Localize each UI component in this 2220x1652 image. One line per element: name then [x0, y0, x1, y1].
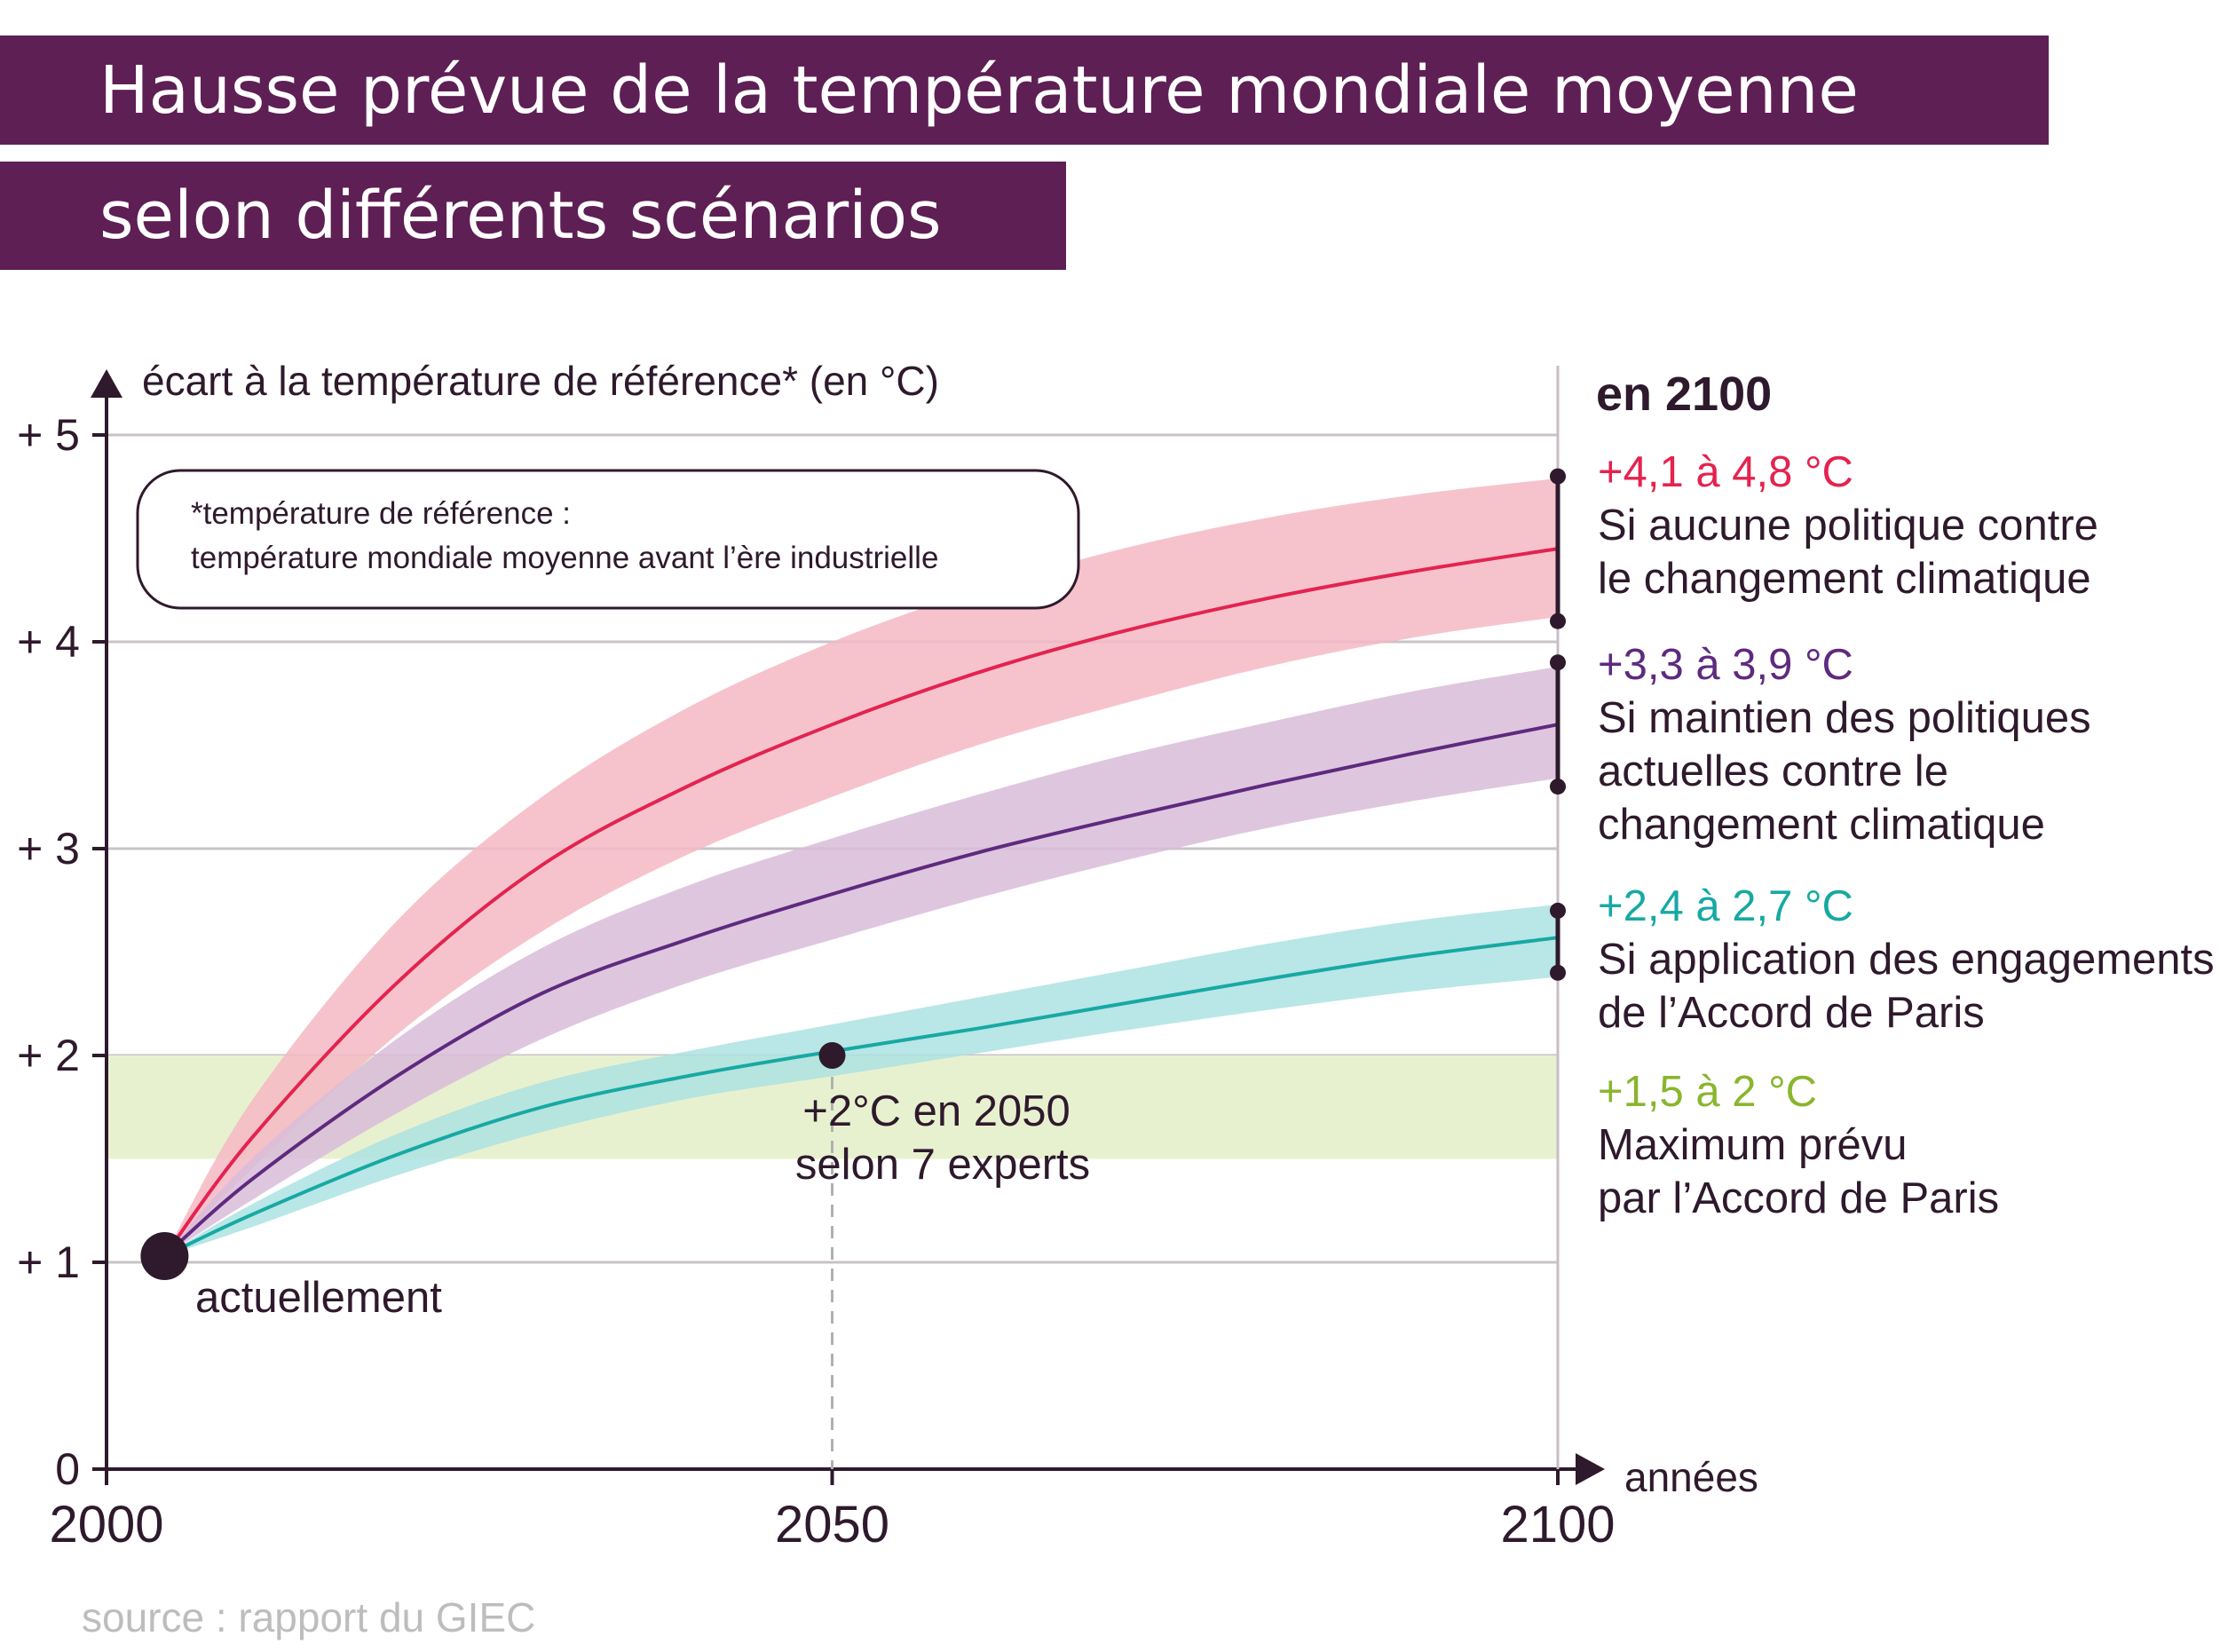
title-line1-text: Hausse prévue de la température mondiale…	[99, 51, 1859, 129]
marker-2050	[818, 1042, 846, 1069]
y-tick-label: + 2	[17, 1031, 80, 1080]
range-2100-bars	[1550, 468, 1566, 981]
y-axis-arrow-icon	[91, 369, 122, 398]
y-axis-label: écart à la température de référence* (en…	[142, 358, 939, 404]
mid-band	[164, 666, 1558, 1257]
source-note: source : rapport du GIEC	[82, 1594, 536, 1640]
mid-desc-line1: Si maintien des politiques	[1598, 694, 2091, 742]
y-tick-label: + 1	[17, 1237, 80, 1287]
mid-desc-line3: changement climatique	[1598, 801, 2045, 849]
mid-range-top-dot	[1550, 654, 1566, 671]
high-desc-line2: le changement climatique	[1598, 555, 2091, 603]
high-desc-line1: Si aucune politique contre	[1598, 502, 2098, 549]
uncertainty-bands	[164, 478, 1558, 1257]
low-range-top-dot	[1550, 902, 1566, 919]
mid-range-bottom-dot	[1550, 779, 1566, 795]
marker-2050-label-line2: selon 7 experts	[795, 1141, 1090, 1189]
mid-range-label: +3,3 à 3,9 °C	[1598, 641, 1853, 689]
reference-note-line1: *température de référence :	[191, 496, 571, 531]
x-axis-arrow-icon	[1576, 1453, 1605, 1485]
x-tick-label: 2000	[49, 1496, 163, 1553]
title-line2-text: selon différents scénarios	[99, 178, 942, 254]
chart-title-line2: selon différents scénarios	[0, 162, 1066, 270]
x-axis-label: années	[1624, 1454, 1758, 1500]
y-tick-label: + 5	[17, 410, 80, 460]
axis-ticks: 0 + 1 + 2 + 3 + 4 + 5 2000 2050 2100	[17, 410, 1615, 1553]
current-point-marker	[140, 1232, 189, 1281]
right-panel-heading: en 2100	[1596, 368, 1772, 421]
marker-2050-label-line1: +2°C en 2050	[802, 1087, 1070, 1135]
paris-desc-line1: Maximum prévu	[1598, 1121, 1908, 1169]
y-tick-label: + 4	[17, 617, 80, 667]
mid-series-line	[163, 723, 1559, 1258]
paris-range-label: +1,5 à 2 °C	[1598, 1068, 1817, 1116]
high-range-label: +4,1 à 4,8 °C	[1598, 448, 1853, 496]
current-point-label: actuellement	[195, 1274, 442, 1322]
low-range-label: +2,4 à 2,7 °C	[1598, 882, 1853, 930]
reference-note-box	[136, 469, 1080, 610]
high-range-bottom-dot	[1550, 613, 1566, 629]
y-tick-label: + 3	[17, 824, 80, 873]
point-markers	[140, 1042, 846, 1281]
chart-title-line1: Hausse prévue de la température mondiale…	[0, 36, 2049, 145]
low-desc-line1: Si application des engagements	[1598, 936, 2215, 984]
paris-desc-line2: par l’Accord de Paris	[1598, 1174, 1999, 1222]
high-band	[164, 478, 1558, 1257]
low-desc-line2: de l’Accord de Paris	[1598, 989, 1985, 1037]
y-tick-label: 0	[55, 1444, 80, 1494]
reference-note-line2: température mondiale moyenne avant l’ère…	[191, 541, 938, 575]
x-tick-label: 2100	[1500, 1496, 1615, 1553]
x-tick-label: 2050	[775, 1496, 889, 1553]
low-band	[164, 904, 1558, 1257]
high-range-top-dot	[1550, 468, 1566, 485]
low-range-bottom-dot	[1550, 964, 1566, 981]
mid-desc-line2: actuelles contre le	[1598, 747, 1948, 795]
high-series-line	[162, 547, 1559, 1258]
